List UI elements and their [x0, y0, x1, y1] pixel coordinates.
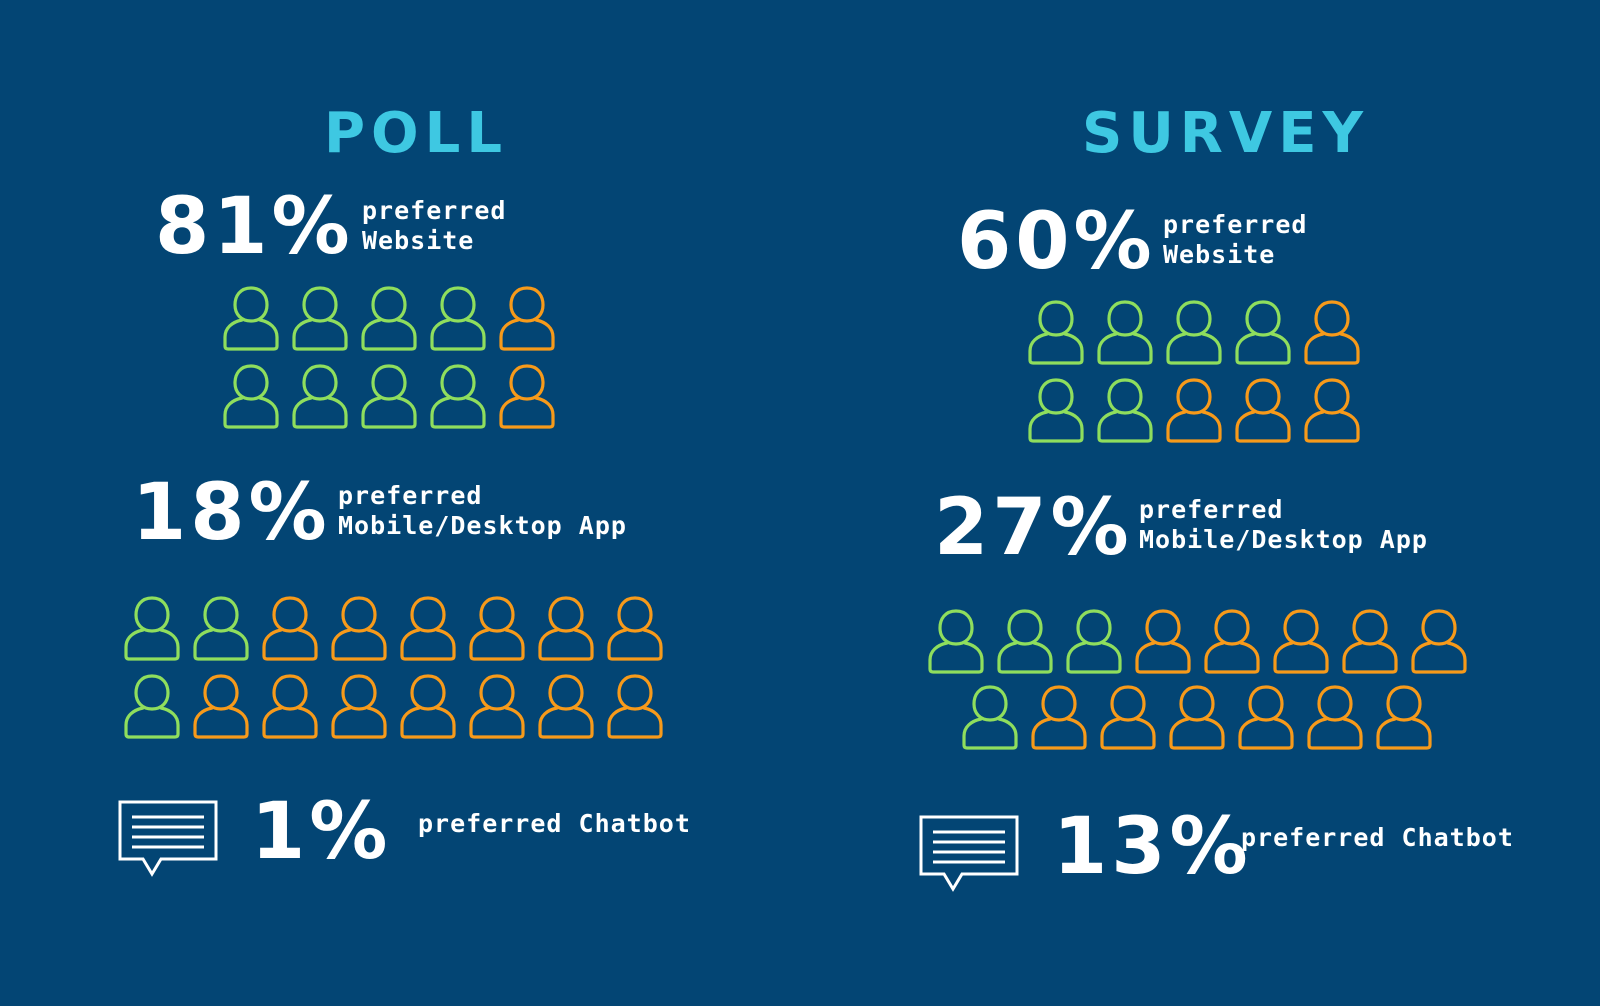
- poll-website-label-line2: Website: [362, 226, 475, 255]
- person-icon: [499, 364, 555, 429]
- person-icon: [292, 286, 348, 351]
- survey-app-percent: 27%: [934, 483, 1133, 573]
- person-icon: [331, 674, 387, 739]
- poll-chatbot-label-text: preferred Chatbot: [418, 809, 691, 838]
- person-icon: [1238, 685, 1294, 750]
- person-icon: [1169, 685, 1225, 750]
- poll-app-label: preferred Mobile/Desktop App: [338, 481, 627, 541]
- person-icon: [538, 674, 594, 739]
- poll-app-percent: 18%: [132, 468, 331, 558]
- person-icon: [1166, 300, 1222, 365]
- survey-app-label-line2: Mobile/Desktop App: [1139, 525, 1428, 554]
- survey-title: SURVEY: [1082, 101, 1370, 166]
- person-icon: [1097, 300, 1153, 365]
- person-icon: [1307, 685, 1363, 750]
- chat-bubble-icon: [919, 815, 1019, 892]
- person-icon: [262, 596, 318, 661]
- person-icon: [1304, 300, 1360, 365]
- person-icon: [469, 596, 525, 661]
- survey-chatbot-percent: 13%: [1053, 802, 1252, 892]
- person-icon: [400, 674, 456, 739]
- person-icon: [430, 286, 486, 351]
- person-icon: [1031, 685, 1087, 750]
- person-icon: [292, 364, 348, 429]
- survey-website-label: preferred Website: [1163, 210, 1307, 270]
- person-icon: [1097, 378, 1153, 443]
- person-icon: [1235, 378, 1291, 443]
- poll-app-people: [124, 596, 663, 739]
- person-icon: [1204, 609, 1260, 674]
- chat-bubble-icon: [118, 800, 218, 877]
- person-icon: [124, 596, 180, 661]
- person-icon: [997, 609, 1053, 674]
- person-icon: [124, 674, 180, 739]
- person-icon: [223, 286, 279, 351]
- survey-app-people: [928, 609, 1467, 750]
- survey-chatbot-label-text: preferred Chatbot: [1241, 823, 1514, 852]
- person-icon: [962, 685, 1018, 750]
- person-icon: [607, 674, 663, 739]
- survey-website-percent: 60%: [957, 197, 1156, 287]
- person-icon: [400, 596, 456, 661]
- person-icon: [430, 364, 486, 429]
- person-icon: [223, 364, 279, 429]
- person-icon: [193, 674, 249, 739]
- person-icon: [331, 596, 387, 661]
- person-icon: [1273, 609, 1329, 674]
- survey-website-people: [1028, 300, 1360, 443]
- poll-chatbot-percent: 1%: [251, 787, 392, 877]
- person-icon: [1028, 378, 1084, 443]
- survey-app-label-line1: preferred: [1139, 495, 1284, 524]
- person-icon: [1411, 609, 1467, 674]
- person-icon: [193, 596, 249, 661]
- survey-chatbot-label: preferred Chatbot: [1241, 823, 1514, 853]
- poll-title: POLL: [324, 101, 509, 166]
- survey-website-label-line1: preferred: [1163, 210, 1308, 239]
- person-icon: [499, 286, 555, 351]
- person-icon: [1135, 609, 1191, 674]
- poll-website-label: preferred Website: [362, 196, 506, 256]
- person-icon: [538, 596, 594, 661]
- person-icon: [1028, 300, 1084, 365]
- poll-chatbot-label: preferred Chatbot: [418, 809, 691, 839]
- person-icon: [1342, 609, 1398, 674]
- poll-website-label-line1: preferred: [362, 196, 507, 225]
- person-icon: [361, 286, 417, 351]
- person-icon: [361, 364, 417, 429]
- person-icon: [607, 596, 663, 661]
- person-icon: [262, 674, 318, 739]
- person-icon: [1100, 685, 1156, 750]
- survey-website-label-line2: Website: [1163, 240, 1276, 269]
- person-icon: [1304, 378, 1360, 443]
- poll-app-label-line1: preferred: [338, 481, 483, 510]
- person-icon: [1376, 685, 1432, 750]
- person-icon: [1066, 609, 1122, 674]
- poll-website-people: [223, 286, 555, 429]
- person-icon: [1235, 300, 1291, 365]
- poll-website-percent: 81%: [155, 182, 354, 272]
- person-icon: [1166, 378, 1222, 443]
- poll-app-label-line2: Mobile/Desktop App: [338, 511, 627, 540]
- person-icon: [928, 609, 984, 674]
- person-icon: [469, 674, 525, 739]
- survey-app-label: preferred Mobile/Desktop App: [1139, 495, 1428, 555]
